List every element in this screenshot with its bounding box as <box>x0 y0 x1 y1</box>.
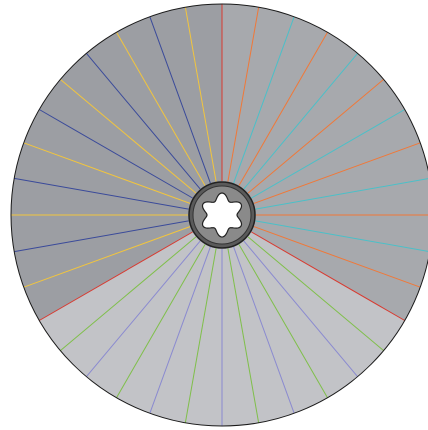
spoke-30 <box>39 109 193 199</box>
spoke-8 <box>255 178 428 210</box>
spokes-group <box>11 4 428 426</box>
spoke-4 <box>243 53 359 190</box>
center-hub <box>188 181 256 249</box>
spoke-33 <box>116 32 206 186</box>
spoke-1 <box>227 7 260 182</box>
spoke-13 <box>247 236 384 352</box>
spoke-29 <box>23 142 191 204</box>
right-upper-sector <box>222 4 428 321</box>
spoke-19 <box>184 248 217 423</box>
spoke-21 <box>116 244 206 398</box>
spoke-17 <box>227 248 260 423</box>
spoke-7 <box>253 142 421 204</box>
spoke-22 <box>85 240 201 377</box>
spoke-5 <box>247 78 384 194</box>
spoke-14 <box>243 240 359 377</box>
spoke-23 <box>60 236 197 352</box>
spoke-26 <box>14 220 189 253</box>
spoke-35 <box>184 7 217 182</box>
hub-core <box>201 192 243 238</box>
left-upper-sector <box>10 4 222 321</box>
spoke-31 <box>60 78 197 194</box>
spoke-32 <box>85 53 201 190</box>
spoke-6 <box>251 109 405 199</box>
spoke-16 <box>233 246 295 414</box>
spoke-3 <box>238 32 328 186</box>
spoke-11 <box>253 226 421 288</box>
spoke-10 <box>255 220 428 252</box>
spoke-24 <box>39 231 193 321</box>
spoke-2 <box>233 16 295 184</box>
spoke-34 <box>149 16 211 184</box>
spoke-25 <box>23 226 191 288</box>
spoke-12 <box>251 231 405 321</box>
disc-outline <box>10 3 428 427</box>
spoke-28 <box>14 177 189 210</box>
spoke-20 <box>149 246 211 414</box>
spoke-15 <box>238 244 328 398</box>
